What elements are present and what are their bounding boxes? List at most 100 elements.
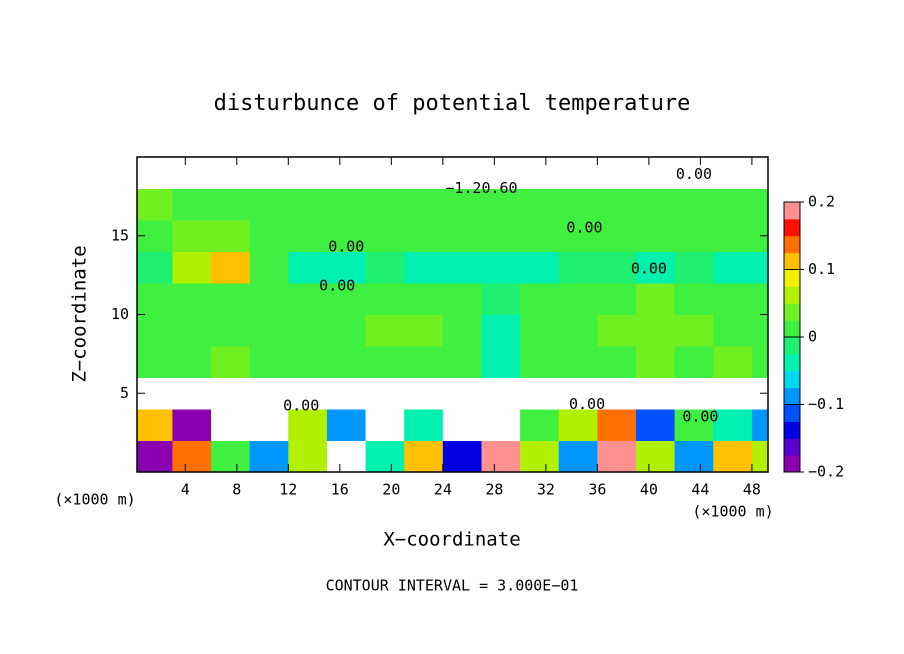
cell [713,377,753,410]
cell [249,188,289,221]
cell [713,283,753,315]
cell [249,157,289,189]
colorbar-tick-label: −0.2 [808,463,844,481]
cell [442,440,482,472]
cell [558,283,598,315]
cell [404,251,444,284]
cell [172,346,212,378]
cell [404,377,444,410]
cell [288,188,328,221]
cell [172,409,212,441]
cell [558,409,598,441]
x-tick-label: 4 [181,481,190,499]
cell [481,220,521,252]
cell [172,314,212,347]
cell [597,283,637,315]
cell [172,440,212,472]
cell [713,314,753,347]
cell [137,346,173,378]
cell [211,283,251,315]
cell [249,283,289,315]
cell [751,188,768,221]
cell [211,188,251,221]
cell [520,157,560,189]
cell [520,283,560,315]
cell [404,346,444,378]
cell [674,157,714,189]
contour-label: 0.00 [676,165,712,183]
x-axis-label: X−coordinate [383,529,520,551]
cell [520,251,560,284]
contour-label: 0.00 [569,395,605,413]
cell [597,157,637,189]
colorbar-tick-label: 0.2 [808,193,835,211]
cell [751,157,768,189]
cell [751,346,768,378]
cell [481,346,521,378]
cell [137,157,173,189]
cell [365,346,405,378]
cell [326,346,367,378]
cell [249,346,289,378]
colorbar-swatch [784,337,800,355]
cell [211,346,251,378]
cell [674,346,714,378]
cell [211,251,251,284]
cell [288,377,328,410]
cell [249,314,289,347]
colorbar-swatch [784,438,800,456]
cell [558,314,598,347]
x-tick-label: 16 [331,481,349,499]
cell [481,377,521,410]
cell [211,409,251,441]
cell [674,440,714,472]
cell [636,220,676,252]
cell [481,157,521,189]
cell [211,157,251,189]
cell [172,188,212,221]
cell [326,440,367,472]
contour-label: 0.00 [328,237,364,255]
cell [674,220,714,252]
cell [326,314,367,347]
cell [481,251,521,284]
cell [674,188,714,221]
cell [520,440,560,472]
y-tick-label: 5 [120,384,129,402]
cell [137,409,173,441]
cell [288,220,328,252]
cell [404,314,444,347]
cell [365,220,405,252]
x-tick-label: 24 [434,481,452,499]
x-tick-label: 20 [382,481,400,499]
colorbar-tick-label: −0.1 [808,395,844,413]
cell [211,314,251,347]
colorbar-swatch [784,320,800,338]
cell [442,377,482,410]
contour-label: 0.00 [566,218,602,236]
x-tick-label: 32 [537,481,555,499]
cell [713,409,753,441]
x-tick-label: 40 [640,481,658,499]
cell [365,409,405,441]
colorbar-swatch [784,202,800,220]
cell [558,251,598,284]
cell [520,220,560,252]
cell [636,188,676,221]
cell [211,377,251,410]
cell [751,440,768,472]
cell [751,377,768,410]
cell [713,251,753,284]
cell [249,377,289,410]
cell [481,283,521,315]
cell [442,283,482,315]
cell [636,251,676,284]
cell [751,314,768,347]
cell [597,440,637,472]
cell [558,346,598,378]
cell [365,377,405,410]
cell [326,157,367,189]
cell [597,314,637,347]
